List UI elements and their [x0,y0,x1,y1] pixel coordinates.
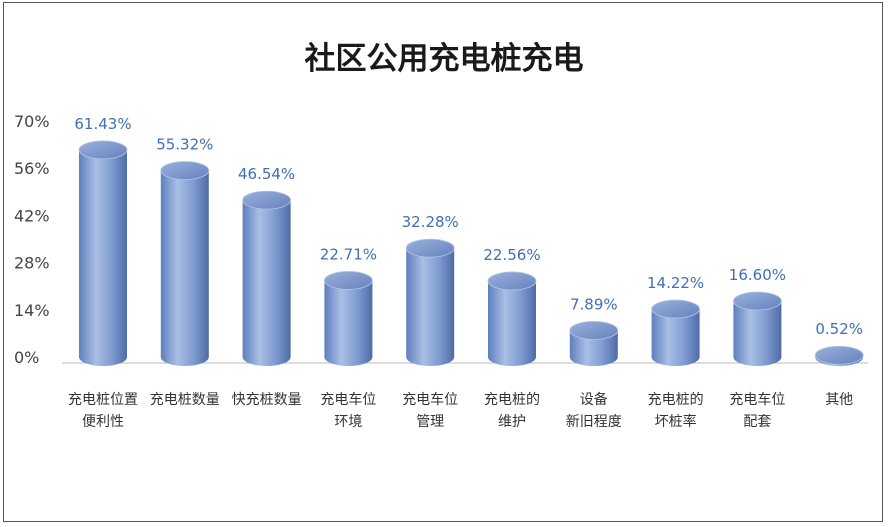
x-tick-label: 充电车位 [320,391,376,408]
y-tick-label: 14% [14,301,50,320]
data-label: 46.54% [238,165,295,183]
bar-top [323,271,373,290]
x-tick-label: 新旧程度 [566,414,622,430]
bar-body [651,309,700,366]
y-tick-label: 28% [14,254,50,273]
x-tick-label: 其他 [825,392,853,408]
data-label: 7.89% [570,295,618,313]
bar-top [160,161,210,180]
bar-top [733,291,782,311]
chart-title: 社区公用充电桩充电 [304,41,584,77]
x-tick-label: 设备 [580,391,608,408]
bar [405,238,455,366]
data-label: 22.71% [320,245,377,263]
bar-body [406,248,455,366]
x-tick-label: 环境 [334,414,362,430]
x-tick-label: 充电车位 [729,391,785,408]
data-label: 16.60% [729,266,786,284]
data-label: 22.56% [483,246,540,264]
x-tick-label: 充电桩的 [648,391,704,408]
data-label: 14.22% [647,274,704,292]
x-tick-label: 坏桩率 [655,413,697,430]
x-tick-label: 便利性 [82,414,124,430]
bar-top [569,320,619,340]
bar [487,271,537,366]
bar-body [79,149,127,366]
bar-body [488,280,536,366]
x-tick-label: 充电桩数量 [150,391,220,408]
bar-top [487,271,537,291]
bar-top [405,238,455,258]
data-label: 61.43% [74,115,131,133]
bar [323,271,373,366]
data-label: 32.28% [402,213,459,231]
y-tick-label: 70% [14,112,50,131]
bar [651,299,700,366]
bar-body [733,301,782,366]
bar-top [242,190,292,210]
x-tick-label: 维护 [498,414,526,430]
bar-top [78,140,128,160]
x-tick-label: 充电车位 [402,391,458,408]
bar-top [814,345,864,365]
bar-body [569,330,618,366]
x-tick-label: 充电桩位置 [68,391,138,408]
x-tick-label: 配套 [743,414,771,430]
data-label: 55.32% [156,135,213,153]
bar-body [242,200,291,366]
bar-body [324,280,373,366]
bar [814,345,864,366]
y-tick-label: 0% [14,348,39,367]
x-tick-label: 管理 [416,414,444,430]
data-label: 0.52% [815,320,863,338]
bar [242,190,292,366]
bar [569,320,619,366]
bar [733,291,782,366]
bar-body [160,170,209,366]
bar-top [651,299,700,319]
x-tick-label: 充电桩的 [484,391,540,408]
bar [160,161,210,366]
x-tick-label: 快充桩数量 [232,391,302,408]
bar [78,140,128,366]
y-tick-label: 42% [14,206,50,225]
y-tick-label: 56% [14,159,50,178]
